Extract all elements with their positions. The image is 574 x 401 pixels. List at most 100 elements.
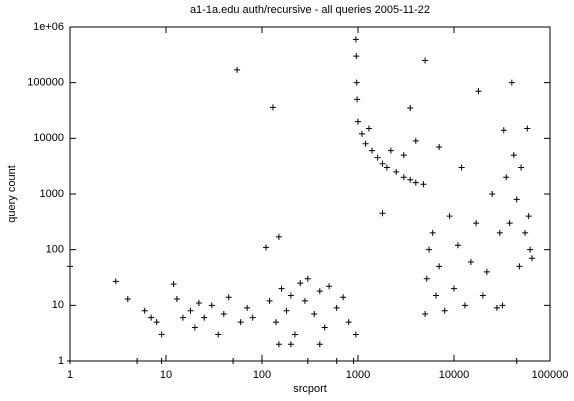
- point: [483, 268, 490, 275]
- point: [191, 324, 198, 331]
- point: [353, 53, 360, 60]
- point: [333, 358, 340, 364]
- chart-title: a1-1a.edu auth/recursive - all queries 2…: [190, 4, 430, 16]
- point: [365, 125, 372, 132]
- y-tick-label: 1: [58, 355, 64, 367]
- point: [454, 242, 461, 249]
- y-tick-label: 1000: [40, 188, 64, 200]
- point: [527, 246, 534, 253]
- point: [273, 319, 280, 326]
- point: [353, 79, 360, 86]
- y-tick-label: 100: [46, 244, 64, 256]
- point: [278, 285, 285, 292]
- point: [287, 292, 294, 299]
- point: [489, 191, 496, 197]
- point: [321, 324, 328, 331]
- x-tick-label: 1: [67, 369, 73, 381]
- point: [407, 176, 414, 183]
- point: [304, 275, 311, 282]
- x-tick-label: 100000: [532, 369, 569, 381]
- point: [412, 179, 419, 186]
- point: [275, 341, 282, 348]
- point: [451, 285, 457, 292]
- point: [340, 294, 347, 301]
- point: [529, 255, 536, 262]
- point: [225, 294, 232, 301]
- point: [516, 263, 523, 270]
- point: [291, 331, 298, 338]
- point: [158, 358, 165, 364]
- point: [234, 66, 241, 73]
- point: [170, 281, 177, 288]
- point: [230, 358, 237, 364]
- point: [352, 36, 359, 43]
- point: [422, 310, 429, 317]
- x-axis-label: srcport: [293, 383, 327, 395]
- point: [333, 304, 340, 311]
- point: [244, 304, 251, 311]
- point: [215, 331, 222, 338]
- point: [423, 275, 430, 282]
- point: [237, 319, 244, 326]
- x-tick-label: 10: [160, 369, 172, 381]
- point: [354, 96, 361, 103]
- point: [124, 295, 131, 302]
- point: [297, 280, 304, 287]
- point: [499, 302, 506, 309]
- x-tick-label: 1000: [346, 369, 370, 381]
- y-tick-label: 1e+06: [33, 21, 64, 33]
- point: [369, 147, 376, 154]
- point: [400, 152, 407, 159]
- point: [513, 358, 520, 364]
- point: [412, 137, 419, 144]
- point: [524, 125, 531, 132]
- y-tick-label: 100000: [27, 77, 64, 89]
- point: [422, 57, 429, 64]
- point: [393, 168, 400, 175]
- point: [458, 164, 465, 171]
- point: [67, 263, 73, 270]
- point: [383, 164, 390, 171]
- point: [400, 174, 407, 181]
- point: [503, 174, 510, 181]
- point: [179, 314, 186, 321]
- point: [262, 244, 269, 251]
- x-tick-label: 10000: [439, 369, 470, 381]
- point: [513, 196, 520, 203]
- point: [187, 307, 194, 314]
- point: [429, 229, 436, 236]
- point: [173, 295, 180, 302]
- point: [436, 263, 443, 270]
- point: [208, 302, 215, 309]
- point: [352, 331, 359, 338]
- point: [67, 358, 73, 364]
- point: [362, 140, 369, 147]
- point: [518, 164, 525, 171]
- point: [266, 297, 273, 304]
- point: [201, 314, 208, 321]
- point: [153, 319, 160, 326]
- point: [283, 307, 290, 314]
- point: [316, 341, 323, 348]
- point: [301, 297, 308, 304]
- point: [158, 331, 165, 338]
- point: [508, 79, 515, 86]
- point: [441, 307, 448, 314]
- point: [249, 314, 256, 321]
- point: [326, 283, 333, 290]
- y-tick-label: 10000: [33, 132, 64, 144]
- point: [220, 310, 227, 317]
- point: [148, 314, 155, 321]
- point: [506, 220, 513, 227]
- point: [304, 358, 311, 364]
- point: [473, 220, 480, 227]
- point: [195, 300, 202, 307]
- point: [374, 154, 381, 161]
- point: [467, 259, 474, 266]
- point: [500, 127, 507, 134]
- point: [141, 307, 148, 314]
- x-tick-label: 100: [253, 369, 271, 381]
- point: [496, 229, 503, 236]
- point: [355, 118, 361, 125]
